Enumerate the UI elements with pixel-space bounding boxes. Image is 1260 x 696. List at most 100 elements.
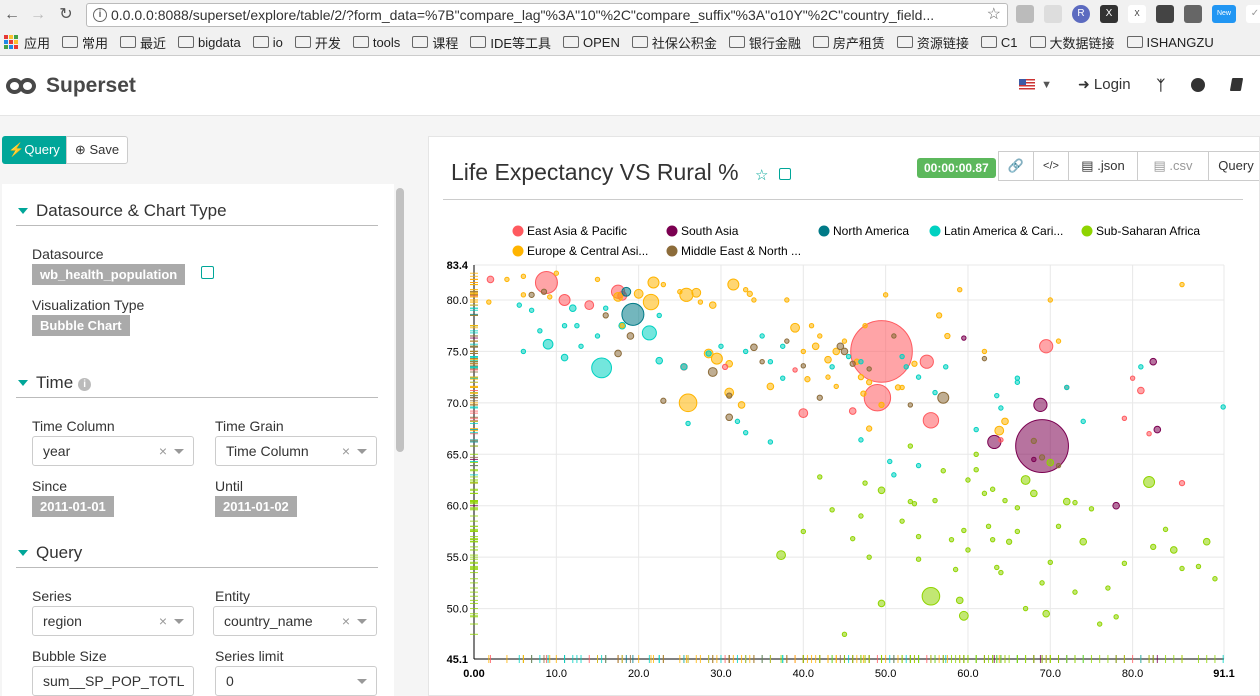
- login-link[interactable]: ➜ Login: [1078, 76, 1131, 93]
- extension-icon[interactable]: [1044, 5, 1062, 23]
- data-point: [891, 333, 897, 339]
- language-selector[interactable]: ▼: [1019, 79, 1052, 91]
- bookmark-folder[interactable]: 资源链接: [896, 33, 969, 52]
- data-point: [685, 420, 691, 427]
- site-info-icon[interactable]: i: [93, 8, 107, 22]
- data-point: [899, 353, 905, 360]
- data-point: [540, 288, 548, 295]
- bookmark-folder[interactable]: C1: [980, 35, 1018, 50]
- info-icon[interactable]: i: [78, 378, 92, 391]
- dropdown-arrow-icon: [357, 679, 367, 684]
- datasource-section-header[interactable]: Datasource & Chart Type: [16, 198, 378, 226]
- plus-circle-icon: ⊕: [74, 142, 86, 157]
- clear-icon[interactable]: ×: [341, 443, 350, 459]
- query-button[interactable]: ⚡Query: [2, 136, 66, 164]
- xpath-icon[interactable]: X: [1128, 5, 1146, 23]
- bookmark-folder[interactable]: ISHANGZU: [1126, 34, 1214, 50]
- data-point: [727, 278, 740, 291]
- panel-scrollbar[interactable]: [396, 188, 404, 452]
- embed-button[interactable]: </>: [1033, 151, 1069, 181]
- data-point: [903, 364, 909, 370]
- data-point: [725, 413, 734, 422]
- bookmark-folder[interactable]: IDE等工具: [470, 33, 551, 52]
- bookmark-folder[interactable]: 开发: [294, 33, 341, 52]
- extension-icon[interactable]: [1184, 5, 1202, 23]
- entity-select[interactable]: country_name ×: [213, 606, 377, 636]
- bookmark-folder[interactable]: OPEN: [563, 35, 620, 50]
- clear-icon[interactable]: ×: [158, 613, 167, 629]
- bookmark-apps[interactable]: 应用: [4, 33, 50, 52]
- bookmark-label: 社保公积金: [651, 35, 717, 51]
- x-tick-label: 30.0: [710, 668, 731, 680]
- entity-label: Entity: [215, 588, 251, 604]
- bookmark-folder[interactable]: 房产租赁: [812, 33, 885, 52]
- bookmark-folder[interactable]: tools: [352, 35, 400, 50]
- data-point: [981, 355, 988, 362]
- book-icon[interactable]: [1229, 78, 1244, 91]
- extension-icon[interactable]: X: [1100, 5, 1118, 23]
- bookmark-folder[interactable]: 最近: [120, 33, 166, 52]
- until-tag[interactable]: 2011-01-02: [215, 496, 297, 517]
- series-select[interactable]: region ×: [32, 606, 194, 636]
- new-extension-icon[interactable]: New: [1212, 5, 1236, 23]
- bookmark-folder[interactable]: 大数据链接: [1029, 33, 1115, 52]
- edit-chart-icon[interactable]: [778, 168, 791, 180]
- extension-icon[interactable]: ✓: [1246, 5, 1260, 23]
- series-limit-select[interactable]: 0: [215, 666, 377, 696]
- time-grain-select[interactable]: Time Column ×: [215, 436, 377, 466]
- reload-icon[interactable]: ↻: [59, 6, 73, 23]
- bookmark-folder[interactable]: 社保公积金: [631, 33, 717, 52]
- data-point: [998, 405, 1004, 411]
- bookmark-folder[interactable]: io: [252, 35, 283, 50]
- address-row: ← → ↻ i 0.0.0.0:8088/superset/explore/ta…: [0, 2, 1260, 28]
- address-bar[interactable]: i 0.0.0.0:8088/superset/explore/table/2/…: [86, 3, 1008, 27]
- data-point: [915, 462, 922, 469]
- data-point: [816, 394, 823, 401]
- data-point: [660, 281, 667, 288]
- view-query-button[interactable]: Query: [1208, 151, 1259, 181]
- data-point: [987, 434, 1002, 450]
- app-logo[interactable]: Superset: [6, 74, 136, 98]
- bookmark-star-icon[interactable]: ☆: [986, 6, 1001, 23]
- extension-icon[interactable]: R: [1072, 5, 1090, 23]
- extension-icon[interactable]: [1156, 5, 1174, 23]
- data-point: [858, 358, 864, 365]
- clear-icon[interactable]: ×: [341, 613, 350, 629]
- time-column-select[interactable]: year ×: [32, 436, 194, 466]
- time-section-header[interactable]: Time i: [16, 370, 378, 398]
- bookmark-folder[interactable]: bigdata: [178, 35, 241, 50]
- data-point: [866, 379, 873, 386]
- data-point: [994, 425, 1005, 436]
- viz-type-tag[interactable]: Bubble Chart: [32, 315, 130, 336]
- extension-icon[interactable]: [1016, 5, 1034, 23]
- data-point: [1169, 546, 1178, 554]
- data-point: [961, 527, 967, 534]
- favorite-star-icon[interactable]: ☆: [755, 167, 769, 184]
- forward-icon[interactable]: →: [30, 6, 46, 23]
- since-tag[interactable]: 2011-01-01: [32, 496, 114, 517]
- bubble-chart[interactable]: 45.1 50.0 55.0 60.0 65.0 70.0 75.0 80.0 83.4 0.00…: [429, 207, 1260, 696]
- bookmark-folder[interactable]: 课程: [412, 33, 458, 52]
- edit-datasource-icon[interactable]: [201, 266, 214, 279]
- save-button[interactable]: ⊕ Save: [66, 136, 128, 164]
- github-icon[interactable]: [1191, 77, 1205, 92]
- back-icon[interactable]: ←: [4, 6, 20, 23]
- bookmark-folder[interactable]: 常用: [62, 33, 108, 52]
- bookmark-label: 开发: [314, 35, 341, 51]
- clear-icon[interactable]: ×: [158, 443, 167, 459]
- data-point: [1055, 462, 1062, 469]
- datasource-tag[interactable]: wb_health_population: [32, 264, 186, 285]
- data-point: [841, 338, 848, 344]
- csv-button[interactable]: ▤ .csv: [1137, 151, 1209, 181]
- query-section-header[interactable]: Query: [16, 540, 378, 568]
- bubble-size-select[interactable]: sum__SP_POP_TOTL: [32, 666, 194, 696]
- viz-type-label: Visualization Type: [32, 297, 145, 313]
- branch-icon[interactable]: ᛉ: [1156, 76, 1165, 93]
- data-point: [994, 564, 1000, 571]
- bookmark-label: ISHANGZU: [1146, 34, 1214, 50]
- y-tick-label: 50.0: [447, 604, 468, 616]
- data-point: [989, 536, 996, 543]
- bookmark-folder[interactable]: 银行金融: [728, 33, 801, 52]
- link-button[interactable]: 🔗: [998, 151, 1034, 181]
- json-button[interactable]: ▤ .json: [1068, 151, 1138, 181]
